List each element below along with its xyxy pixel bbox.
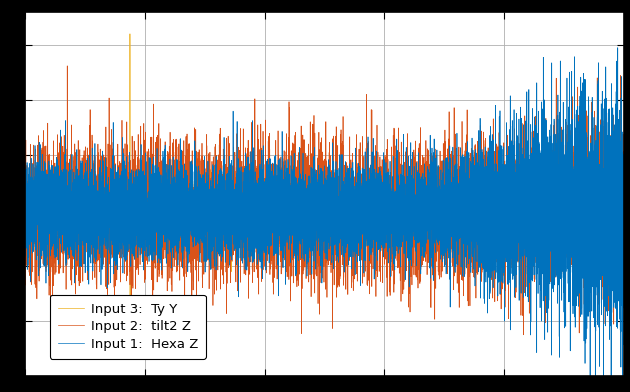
Input 3:  Ty Y: (1e+04, 0.061): Ty Y: (1e+04, 0.061) [620, 201, 627, 206]
Input 1:  Hexa Z: (9.9e+03, 1.47): Hexa Z: (9.9e+03, 1.47) [614, 45, 621, 50]
Input 2:  tilt2 Z: (45, -0.325): tilt2 Z: (45, -0.325) [24, 244, 32, 249]
Input 3:  Ty Y: (45, -0.0588): Ty Y: (45, -0.0588) [24, 215, 32, 220]
Input 2:  tilt2 Z: (1e+04, 0.224): tilt2 Z: (1e+04, 0.224) [620, 183, 627, 188]
Input 3:  Ty Y: (414, 0.341): Ty Y: (414, 0.341) [46, 171, 54, 175]
Input 2:  tilt2 Z: (414, 0.0756): tilt2 Z: (414, 0.0756) [46, 200, 54, 205]
Input 2:  tilt2 Z: (0, -0.0125): tilt2 Z: (0, -0.0125) [21, 210, 29, 214]
Input 3:  Ty Y: (0, -0.162): Ty Y: (0, -0.162) [21, 226, 29, 231]
Input 2:  tilt2 Z: (1.96e+03, -0.131): tilt2 Z: (1.96e+03, -0.131) [139, 223, 146, 227]
Input 2:  tilt2 Z: (599, -0.155): tilt2 Z: (599, -0.155) [57, 225, 65, 230]
Input 2:  tilt2 Z: (9.47e+03, -0.438): tilt2 Z: (9.47e+03, -0.438) [588, 257, 596, 261]
Input 1:  Hexa Z: (0, 0.393): Hexa Z: (0, 0.393) [21, 165, 29, 169]
Line: Input 3:  Ty Y: Input 3: Ty Y [25, 34, 624, 321]
Input 2:  tilt2 Z: (703, 1.31): tilt2 Z: (703, 1.31) [64, 64, 71, 68]
Input 1:  Hexa Z: (9.47e+03, -0.37): Hexa Z: (9.47e+03, -0.37) [588, 249, 596, 254]
Input 3:  Ty Y: (1.75e+03, -1): Ty Y: (1.75e+03, -1) [126, 319, 134, 323]
Input 1:  Hexa Z: (1.96e+03, 0.319): Hexa Z: (1.96e+03, 0.319) [139, 173, 146, 178]
Input 3:  Ty Y: (598, 0.0793): Ty Y: (598, 0.0793) [57, 200, 65, 204]
Input 2:  tilt2 Z: (4.89e+03, 0.472): tilt2 Z: (4.89e+03, 0.472) [314, 156, 322, 161]
Input 1:  Hexa Z: (414, 0.159): Hexa Z: (414, 0.159) [46, 191, 54, 195]
Input 1:  Hexa Z: (4.89e+03, -0.0247): Hexa Z: (4.89e+03, -0.0247) [314, 211, 321, 216]
Input 3:  Ty Y: (9.47e+03, -0.0969): Ty Y: (9.47e+03, -0.0969) [588, 219, 596, 224]
Legend: Input 3:  Ty Y, Input 2:  tilt2 Z, Input 1:  Hexa Z: Input 3: Ty Y, Input 2: tilt2 Z, Input 1… [50, 295, 206, 359]
Line: Input 2:  tilt2 Z: Input 2: tilt2 Z [25, 66, 624, 339]
Input 3:  Ty Y: (1.75e+03, 1.6): Ty Y: (1.75e+03, 1.6) [126, 31, 134, 36]
Input 1:  Hexa Z: (45, -0.129): Hexa Z: (45, -0.129) [24, 223, 32, 227]
Input 2:  tilt2 Z: (424, -1.16): tilt2 Z: (424, -1.16) [47, 336, 54, 341]
Input 3:  Ty Y: (1.96e+03, -0.18): Ty Y: (1.96e+03, -0.18) [139, 228, 146, 233]
Input 1:  Hexa Z: (1e+04, 0.253): Hexa Z: (1e+04, 0.253) [620, 180, 627, 185]
Input 3:  Ty Y: (4.89e+03, 0.132): Ty Y: (4.89e+03, 0.132) [314, 194, 322, 198]
Input 1:  Hexa Z: (598, 0.11): Hexa Z: (598, 0.11) [57, 196, 65, 201]
Line: Input 1:  Hexa Z: Input 1: Hexa Z [25, 48, 624, 392]
